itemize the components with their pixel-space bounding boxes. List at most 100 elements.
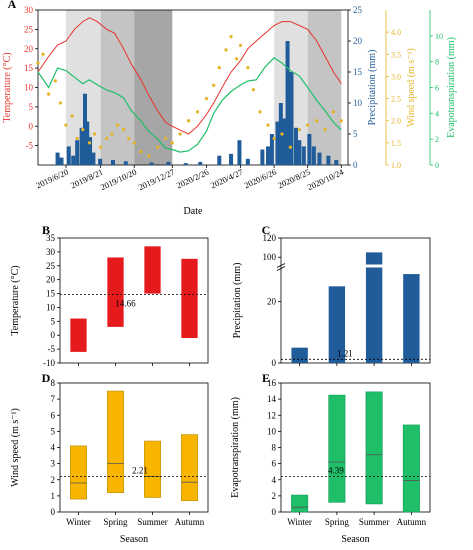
wind-speed-tick-label: 1.5: [391, 139, 401, 148]
panel-frame: [59, 237, 209, 364]
wind-speed-tick-label: 3.0: [391, 72, 401, 81]
mean-label: 2.21: [132, 465, 148, 475]
evapotranspiration-tick-label: 8: [435, 58, 439, 67]
wind-speed-point: [217, 65, 221, 70]
precipitation-bar: [317, 152, 322, 165]
precipitation-bar: [265, 146, 270, 165]
wind-speed-point: [92, 132, 97, 136]
wind-speed-point: [315, 119, 319, 123]
wind-speed-point: [156, 145, 160, 149]
precipitation-bar: [275, 121, 280, 165]
wind-speed-point: [132, 141, 136, 145]
wind-speed-point: [115, 123, 120, 127]
wind-speed-point: [272, 136, 276, 141]
y-axis-label: Precipitation (mm): [232, 263, 243, 339]
panel-d-letter: D: [42, 371, 51, 385]
date-tick-label: 2020/10/24: [306, 166, 346, 192]
category-label: Spring: [103, 517, 128, 527]
wind-speed-point: [105, 136, 109, 141]
precipitation-bar: [66, 146, 71, 165]
wind-speed-point: [87, 141, 92, 145]
season-band: [307, 10, 342, 165]
temperature-line: [37, 17, 342, 135]
precipitation-bar: [83, 93, 88, 165]
precipitation-bar: [79, 127, 84, 165]
wind-speed-point: [47, 92, 51, 96]
y-tick-label: 120: [263, 233, 277, 243]
y-tick-label: 3: [51, 459, 56, 469]
axis-break-mark: [276, 266, 286, 271]
y-tick-label: 2: [51, 475, 56, 485]
y-tick-label: 16: [267, 378, 277, 388]
category-label: Winter: [287, 517, 312, 527]
x-axis-label: Season: [341, 534, 369, 545]
wind-speed-point: [224, 48, 228, 52]
box: [144, 246, 161, 294]
category-label: Winter: [66, 517, 91, 527]
y-tick-label: 5: [51, 316, 56, 326]
evapotranspiration-tick-label: 4: [435, 109, 439, 118]
precipitation-bar: [291, 347, 308, 363]
wind-speed-point: [204, 96, 209, 101]
precipitation-bar: [326, 155, 331, 165]
wind-speed-tick-label: 2.5: [391, 95, 401, 104]
y-tick-label: 10: [46, 302, 56, 312]
precipitation-bar: [183, 163, 188, 165]
panel-c-letter: C: [262, 223, 271, 237]
date-tick-label: 2019/6/20: [34, 167, 69, 191]
precipitation-bar: [403, 274, 420, 363]
wind-speed-point: [41, 52, 45, 56]
y-axis-label: Evapotranspiration (mm): [230, 397, 241, 498]
date-tick-label: 2020/4/27: [209, 167, 244, 191]
category-label: Summer: [359, 517, 390, 527]
wind-speed-point: [81, 127, 85, 132]
precipitation-bar: [245, 158, 250, 165]
temperature-tick-label: 10: [24, 83, 34, 93]
precipitation-bar: [289, 72, 294, 165]
y-tick-label: -10: [43, 358, 55, 368]
box: [328, 394, 346, 503]
evapotranspiration-tick-label: 2: [435, 135, 439, 144]
y-tick-label: 0: [51, 330, 56, 340]
precipitation-bar: [285, 41, 290, 165]
y-tick-label: 1: [51, 491, 56, 501]
y-tick-label: 0: [51, 507, 56, 517]
box: [107, 257, 124, 327]
wind-speed-point: [99, 145, 103, 149]
wind-speed-point: [258, 110, 262, 114]
precipitation-bar: [110, 160, 115, 165]
wind-speed-point: [170, 141, 174, 145]
wind-speed-tick-label: 1.0: [391, 161, 401, 170]
wind-speed-tick-label: 2.0: [391, 117, 401, 126]
precipitation-tick-label: 10: [353, 98, 363, 108]
y-tick-label: 100: [263, 252, 277, 262]
y-tick-label: 6: [51, 410, 56, 420]
wind-speed-point: [139, 150, 143, 154]
precipitation-bar: [91, 152, 96, 165]
precipitation-bar: [365, 252, 383, 363]
precipitation-bar: [149, 162, 154, 165]
y-tick-label: 8: [272, 443, 277, 453]
temperature-tick-label: -5: [26, 141, 34, 151]
wind-speed-point: [238, 43, 243, 48]
date-axis-label: Date: [184, 206, 203, 217]
y-axis-label: Wind speed (m s⁻¹): [10, 408, 21, 487]
axis-break-mark: [276, 263, 286, 268]
wind-speed-point: [147, 154, 151, 158]
season-band: [100, 10, 135, 165]
box: [291, 494, 309, 513]
wind-speed-point: [163, 136, 168, 141]
precipitation-bar: [260, 149, 265, 165]
box: [402, 424, 420, 513]
evapotranspiration-line: [37, 57, 342, 153]
precipitation-bar: [55, 152, 60, 165]
category-label: Autumn: [397, 517, 427, 527]
y-tick-label: 0: [272, 507, 277, 517]
wind-speed-point: [75, 136, 79, 141]
precipitation-bar: [59, 157, 64, 165]
wind-speed-axis-label: Wind speed (m s⁻¹): [406, 48, 417, 127]
wind-speed-point: [288, 145, 292, 149]
wind-speed-point: [235, 57, 239, 61]
category-label: Autumn: [175, 517, 205, 527]
